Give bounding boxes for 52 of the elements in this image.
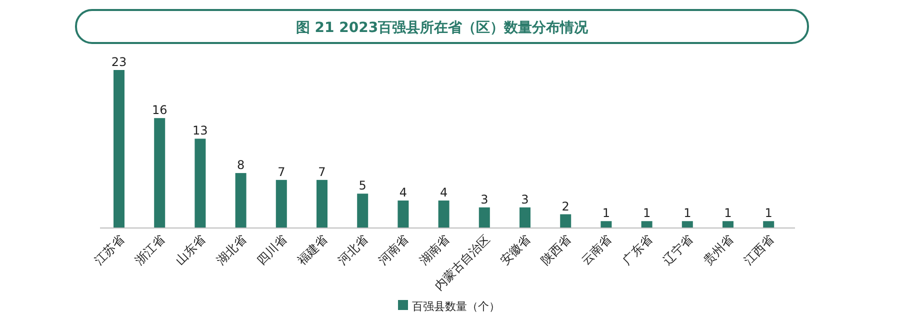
x-tick-label: 云南省 (578, 232, 614, 268)
bar (520, 207, 530, 228)
bar (763, 221, 774, 228)
x-tick-label: 浙江省 (132, 232, 168, 268)
data-label: 4 (440, 186, 448, 200)
x-tick-label: 福建省 (294, 232, 330, 268)
bar (114, 70, 124, 228)
data-label: 16 (152, 103, 168, 118)
data-label: 1 (724, 206, 732, 220)
data-label: 3 (521, 192, 529, 206)
x-tick-label: 辽宁省 (660, 232, 696, 268)
bar (276, 180, 287, 228)
x-tick-label: 江西省 (741, 232, 777, 268)
bar (316, 180, 328, 228)
data-label: 4 (399, 186, 408, 200)
x-tick-label: 贵州省 (700, 232, 736, 268)
x-tick-label: 广东省 (620, 232, 655, 268)
data-label: 23 (111, 55, 127, 69)
x-tick-label: 河北省 (335, 232, 371, 268)
x-tick-label: 安徽省 (498, 232, 534, 268)
legend-label: 百强县数量（个） (412, 300, 500, 313)
x-tick-label: 陕西省 (538, 232, 574, 268)
bar (478, 207, 490, 228)
data-label: 7 (318, 164, 326, 179)
data-label: 1 (764, 206, 772, 220)
x-tick-label: 湖北省 (214, 232, 249, 268)
bar (722, 221, 734, 228)
x-tick-label: 四川省 (254, 232, 290, 268)
data-label: 13 (192, 124, 208, 138)
bar (438, 200, 450, 228)
data-label: 2 (562, 199, 570, 214)
data-label: 5 (358, 178, 366, 193)
x-tick-label: 山东省 (172, 232, 208, 268)
x-tick-label: 河南省 (376, 232, 412, 268)
x-tick-label: 湖南省 (416, 232, 452, 268)
x-tick-label: 江苏省 (92, 232, 128, 268)
data-label: 3 (480, 192, 488, 206)
bar (641, 221, 652, 228)
bar (560, 214, 572, 228)
bar (682, 221, 693, 228)
data-label: 1 (684, 206, 692, 220)
bar (235, 173, 246, 228)
data-label: 7 (278, 164, 286, 179)
data-label: 1 (642, 206, 651, 220)
bar (154, 118, 166, 228)
bar (600, 221, 612, 228)
data-label: 8 (236, 158, 245, 172)
bar (398, 200, 409, 228)
chart-title: 图 21 2023百强县所在省（区）数量分布情况 (296, 20, 590, 36)
bar (194, 138, 206, 228)
bar (357, 194, 368, 228)
data-label: 1 (602, 206, 610, 220)
